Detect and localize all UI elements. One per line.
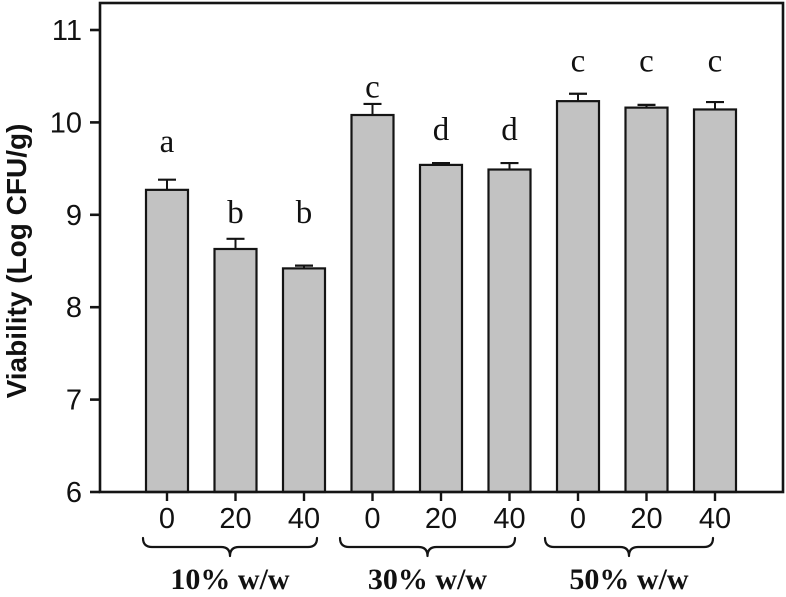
- x-tick-label: 40: [493, 503, 525, 535]
- y-tick-label: 6: [66, 477, 82, 509]
- significance-letter: c: [365, 69, 380, 105]
- group-brace: [141, 536, 319, 558]
- y-tick-label: 11: [52, 15, 82, 47]
- group-brace: [338, 536, 517, 558]
- x-tick-label: 20: [425, 503, 457, 535]
- bar-30%-20: [418, 163, 464, 494]
- bar-30%-0: [350, 113, 395, 494]
- x-tick-label: 20: [630, 503, 662, 535]
- x-tick-label: 0: [159, 503, 175, 535]
- x-tick-label: 40: [699, 503, 731, 535]
- y-tick-label: 10: [50, 107, 82, 139]
- bar-10%-0: [144, 188, 190, 494]
- y-tick-label: 9: [66, 200, 82, 232]
- group-label: 50% w/w: [569, 563, 689, 596]
- bar-50%-40: [692, 108, 738, 494]
- x-tick-label: 40: [288, 503, 320, 535]
- group-label: 10% w/w: [170, 563, 290, 596]
- group-label: 30% w/w: [368, 563, 488, 596]
- y-tick-label: 7: [66, 385, 82, 417]
- y-tick-label: 8: [66, 292, 82, 324]
- significance-letter: c: [639, 44, 654, 80]
- significance-letter: c: [571, 44, 586, 80]
- bar-50%-0: [555, 100, 601, 494]
- bar-10%-20: [213, 247, 258, 494]
- y-axis-label: Viability (Log CFU/g): [1, 124, 32, 399]
- bar-30%-40: [487, 168, 532, 494]
- bar-10%-40: [281, 267, 327, 494]
- x-tick-label: 0: [570, 503, 586, 535]
- significance-letter: c: [708, 44, 723, 80]
- significance-letter: b: [227, 195, 244, 231]
- significance-letter: a: [160, 124, 175, 160]
- significance-letter: d: [501, 112, 518, 148]
- x-tick-label: 20: [219, 503, 251, 535]
- significance-letter: d: [433, 112, 450, 148]
- group-brace: [543, 536, 715, 558]
- significance-letter: b: [296, 195, 313, 231]
- bar-50%-20: [624, 106, 669, 494]
- x-tick-label: 0: [364, 503, 380, 535]
